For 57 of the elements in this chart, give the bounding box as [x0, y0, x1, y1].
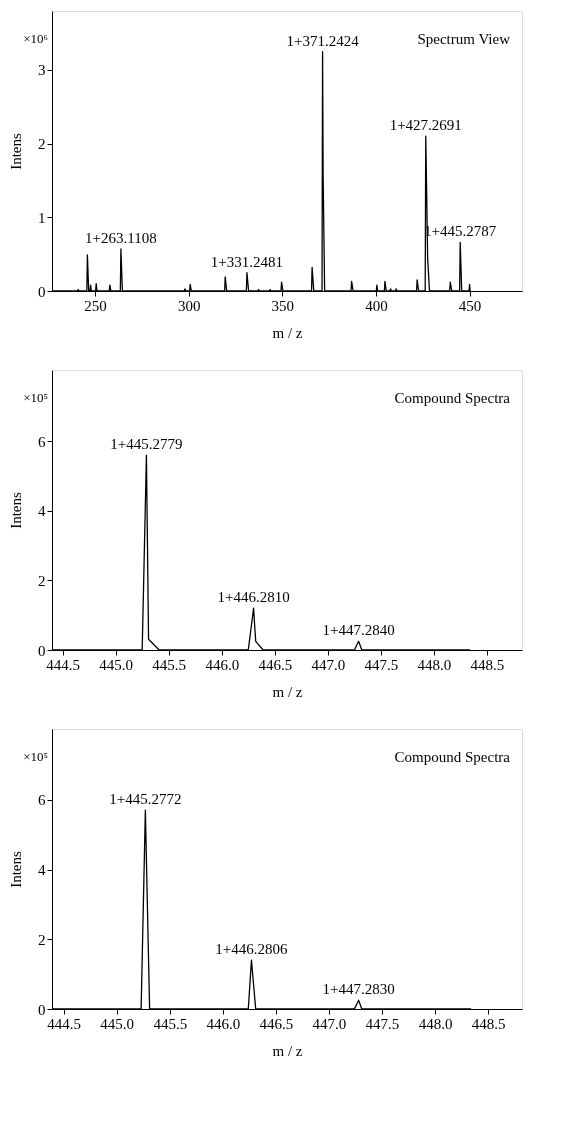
x-tick-label: 446.0 — [205, 656, 240, 673]
x-tick-label: 448.0 — [417, 656, 452, 673]
x-tick-label: 448.0 — [418, 1015, 453, 1032]
x-tick-label: 446.5 — [259, 1015, 294, 1032]
x-axis-title: m / z — [272, 683, 303, 700]
text: ×10⁵ — [23, 749, 48, 764]
annotation: 1+263.1108 — [85, 230, 157, 246]
x-tick-label: 446.5 — [258, 656, 293, 673]
annotation: 1+445.2772 — [109, 791, 182, 808]
x-axis-title: m / z — [272, 324, 303, 341]
annotation: Compound Spectra — [394, 749, 511, 765]
x-tick-label: 250 — [84, 297, 107, 314]
y-tick-label: 2 — [38, 572, 46, 589]
text: ×10⁵ — [23, 390, 48, 405]
annotation: Spectrum View — [417, 31, 511, 47]
x-tick-label: 447.5 — [364, 656, 399, 673]
annotation: 1+445.2779 — [110, 436, 183, 453]
x-tick-label: 447.5 — [365, 1015, 400, 1032]
annotation: 1+446.2806 — [215, 941, 289, 958]
y-axis-title: Intens — [8, 492, 24, 529]
y-tick-label: 6 — [38, 433, 46, 450]
x-tick-label: 445.0 — [99, 656, 134, 673]
y-tick-label: 4 — [38, 503, 46, 520]
annotation: 1+371.2424 — [286, 32, 360, 49]
x-tick-label: 400 — [365, 297, 388, 314]
y-tick-label: 2 — [38, 931, 46, 948]
y-tick-label: 3 — [38, 62, 46, 79]
y-tick-label: 0 — [38, 642, 46, 659]
x-tick-label: 450 — [458, 297, 482, 314]
annotation: 1+427.2691 — [389, 117, 462, 134]
x-tick-label: 448.5 — [470, 656, 505, 673]
annotation: 1+331.2481 — [210, 253, 284, 270]
x-tick-label: 444.5 — [47, 1015, 82, 1032]
x-tick-label: 448.5 — [471, 1015, 506, 1032]
annotation: 1+446.2810 — [217, 589, 290, 606]
y-tick-label: 1 — [38, 209, 46, 226]
annotation: 1+447.2840 — [322, 622, 395, 639]
y-axis-title: Intens — [8, 851, 24, 888]
x-axis-title: m / z — [272, 1042, 303, 1059]
y-tick-label: 6 — [38, 792, 46, 809]
y-tick-label: 0 — [38, 283, 46, 300]
y-axis-title: Intens — [8, 133, 24, 170]
y-tick-label: 2 — [38, 136, 46, 153]
x-tick-label: 445.5 — [153, 1015, 188, 1032]
annotation: 1+447.2830 — [322, 981, 395, 998]
x-tick-label: 350 — [271, 297, 295, 314]
x-tick-label: 447.0 — [311, 656, 346, 673]
x-tick-label: 444.5 — [46, 656, 80, 673]
text: ×10⁶ — [23, 31, 48, 46]
x-tick-label: 300 — [177, 297, 201, 314]
y-tick-label: 0 — [38, 1001, 46, 1018]
x-tick-label: 447.0 — [312, 1015, 347, 1032]
x-tick-label: 445.0 — [100, 1015, 135, 1032]
y-tick-label: 4 — [38, 862, 46, 879]
x-tick-label: 446.0 — [206, 1015, 241, 1032]
annotation: Compound Spectra — [394, 390, 511, 406]
x-tick-label: 445.5 — [152, 656, 187, 673]
